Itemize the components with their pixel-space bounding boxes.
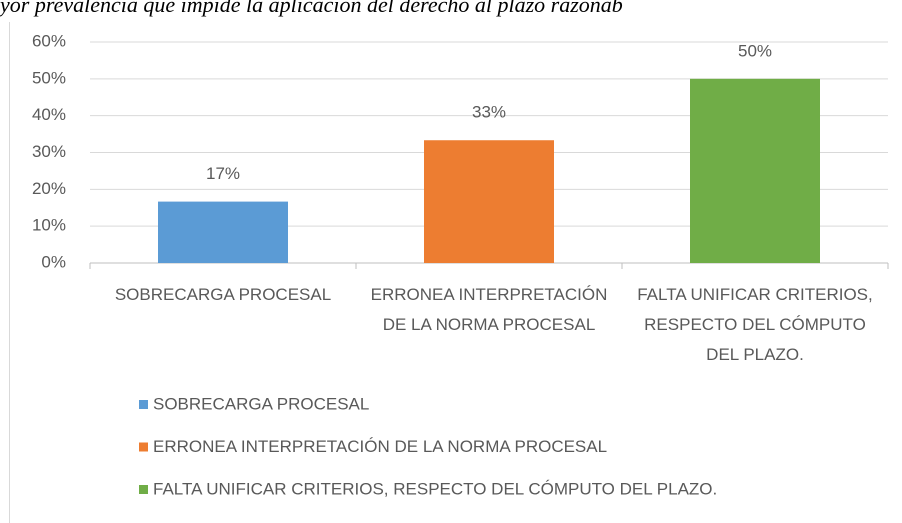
bar [158,201,288,263]
x-tick-label: SOBRECARGA PROCESAL [115,285,331,304]
y-tick-label: 20% [32,179,66,198]
bar [424,140,554,263]
data-label: 50% [738,41,772,60]
y-tick-label: 50% [32,68,66,87]
legend-label: ERRONEA INTERPRETACIÓN DE LA NORMA PROCE… [153,437,607,456]
y-tick-label: 30% [32,142,66,161]
y-tick-label: 10% [32,216,66,235]
legend-label: FALTA UNIFICAR CRITERIOS, RESPECTO DEL C… [153,479,717,498]
x-tick-label: ERRONEA INTERPRETACIÓN DE LA NORMA PROCES… [371,285,608,334]
data-label: 17% [206,164,240,183]
bar [690,78,820,263]
legend-swatch [139,485,148,494]
legend-label: SOBRECARGA PROCESAL [153,394,369,413]
legend-swatch [139,442,148,452]
legend-swatch [139,400,148,409]
y-tick-label: 0% [41,252,66,271]
y-tick-label: 40% [32,105,66,124]
chart-title: yor prevalencia que impide la aplicación… [0,0,623,17]
data-label: 33% [472,103,506,122]
y-tick-label: 60% [32,31,66,50]
x-tick-label: FALTA UNIFICAR CRITERIOS, RESPECTO DEL CÓ… [637,285,873,364]
